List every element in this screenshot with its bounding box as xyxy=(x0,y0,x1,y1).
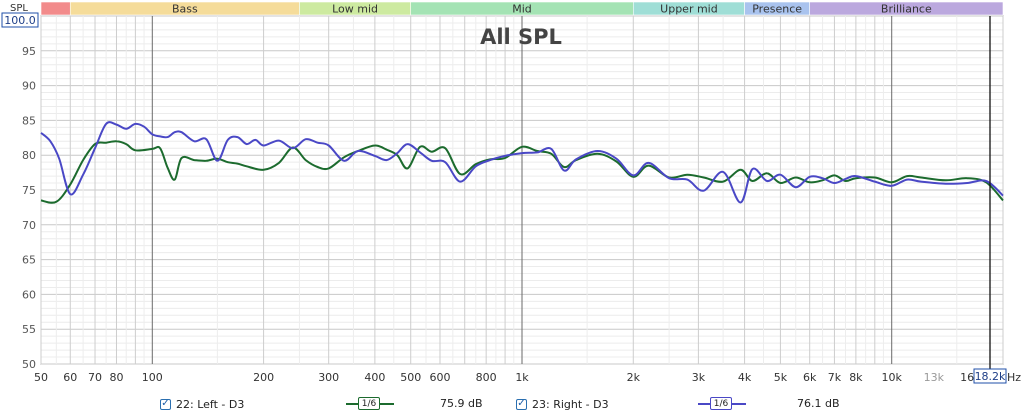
series-line-0[interactable] xyxy=(40,140,1004,204)
y-tick-label: 85 xyxy=(22,114,36,127)
legend-item-right[interactable]: 23: Right - D3 xyxy=(516,395,609,413)
band-label-3: Mid xyxy=(512,3,532,16)
band-label-6: Brilliance xyxy=(881,3,932,16)
y-tick-label: 55 xyxy=(22,323,36,336)
right-smoothing-control[interactable]: 1/6 xyxy=(698,396,746,412)
band-label-5: Presence xyxy=(752,3,802,16)
y-tick-label: 50 xyxy=(22,358,36,371)
band-6 xyxy=(809,1,1004,16)
y-tick-label: 90 xyxy=(22,80,36,93)
y-limit-value[interactable]: 100.0 xyxy=(4,14,36,27)
y-tick-label: 95 xyxy=(22,45,36,58)
band-label-1: Bass xyxy=(172,3,198,16)
right-visibility-checkbox[interactable] xyxy=(516,398,527,410)
x-tick-label: 6k xyxy=(803,371,817,384)
x-tick-label: 100 xyxy=(142,371,163,384)
y-tick-label: 75 xyxy=(22,184,36,197)
x-tick-label: 7k xyxy=(828,371,842,384)
cursor-readout[interactable]: 18.2k xyxy=(975,370,1006,383)
x-tick-label: 13k xyxy=(924,371,945,384)
frequency-bands: Bass Low mid Mid Upper mid Presence Brillianc… xyxy=(40,1,1004,16)
left-smoothing-label[interactable]: 1/6 xyxy=(358,397,380,410)
x-tick-label: 800 xyxy=(476,371,497,384)
x-tick-label: 10k xyxy=(882,371,903,384)
x-tick-label: 300 xyxy=(318,371,339,384)
x-tick-label: 600 xyxy=(429,371,450,384)
legend-item-left[interactable]: 22: Left - D3 xyxy=(160,395,244,413)
legend-right-name: 23: Right - D3 xyxy=(532,397,609,411)
band-label-4: Upper mid xyxy=(660,3,718,16)
y-axis-ticks: 50 55 60 65 70 75 80 85 90 95 xyxy=(22,45,36,371)
series-line-1[interactable] xyxy=(40,121,1004,204)
left-visibility-checkbox[interactable] xyxy=(160,398,171,410)
right-smoothing-label[interactable]: 1/6 xyxy=(710,397,732,410)
band-0 xyxy=(40,1,71,16)
x-tick-label: 2k xyxy=(627,371,641,384)
y-tick-label: 60 xyxy=(22,288,36,301)
left-level: 75.9 dB xyxy=(440,397,483,410)
x-tick-label: 200 xyxy=(253,371,274,384)
y-tick-label: 80 xyxy=(22,149,36,162)
x-tick-label: 3k xyxy=(692,371,706,384)
x-tick-label: 70 xyxy=(88,371,102,384)
legend-left-name: 22: Left - D3 xyxy=(176,397,245,411)
cursor-readout-box[interactable] xyxy=(973,368,1007,384)
x-tick-label: 500 xyxy=(400,371,421,384)
x-tick-label: 80 xyxy=(109,371,123,384)
x-tick-label: 1k xyxy=(515,371,529,384)
x-tick-label: 8k xyxy=(849,371,863,384)
chart-grid xyxy=(40,15,1004,365)
x-tick-label: 50 xyxy=(34,371,48,384)
x-tick-label: 5k xyxy=(774,371,788,384)
x-axis-unit: Hz xyxy=(1007,371,1021,384)
chart-title: All SPL xyxy=(480,25,562,49)
band-label-2: Low mid xyxy=(332,3,378,16)
y-limit-box[interactable] xyxy=(1,12,39,28)
y-axis-label: SPL xyxy=(10,3,28,14)
x-tick-label: 4k xyxy=(738,371,752,384)
x-tick-label: 60 xyxy=(63,371,77,384)
left-smoothing-control[interactable]: 1/6 xyxy=(346,396,394,412)
series-lines xyxy=(40,121,1004,204)
right-level: 76.1 dB xyxy=(797,397,840,410)
x-tick-label: 16 xyxy=(960,371,974,384)
y-tick-label: 70 xyxy=(22,219,36,232)
x-tick-label: 400 xyxy=(364,371,385,384)
x-axis-ticks: 50 60 70 80 100 200 300 400 500 600 800 1k 2k 3k 4k 5k 6… xyxy=(34,371,974,384)
y-tick-label: 65 xyxy=(22,254,36,267)
